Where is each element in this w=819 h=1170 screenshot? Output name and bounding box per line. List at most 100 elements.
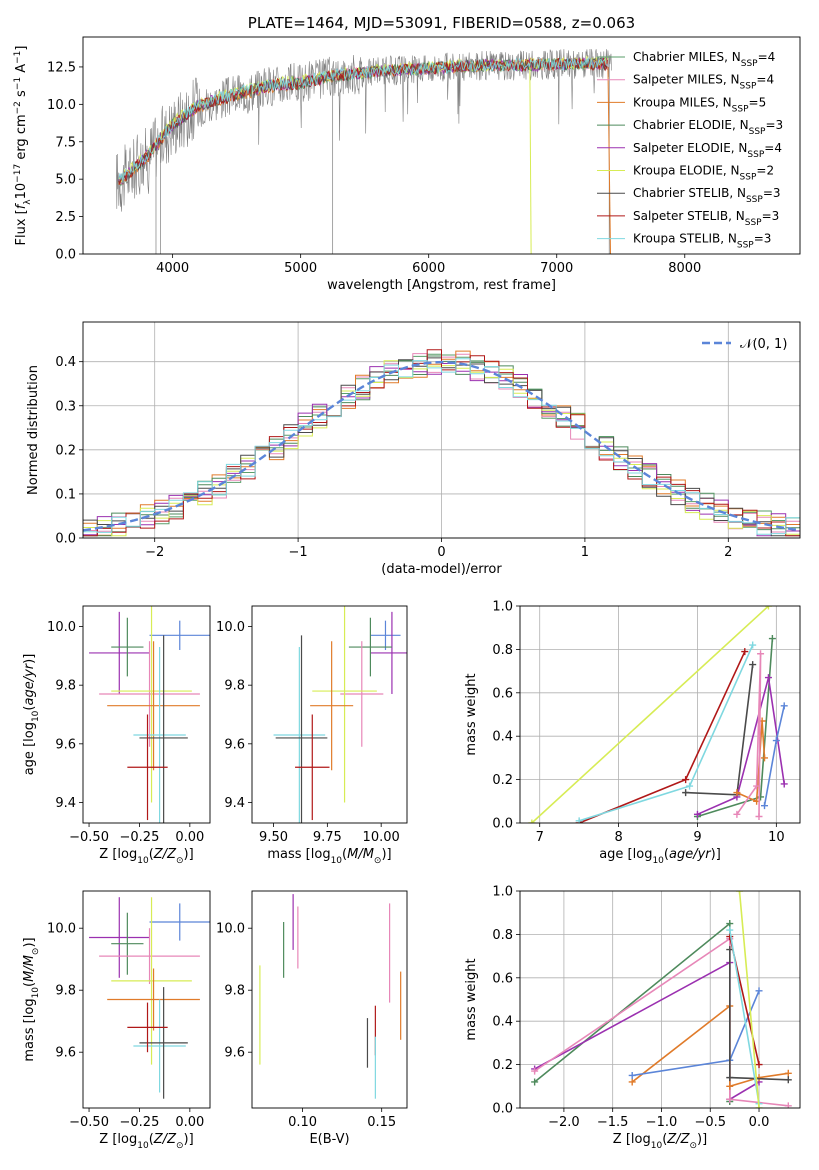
mass-weight-marker bbox=[755, 812, 763, 820]
y-tick-label: 0.2 bbox=[55, 443, 76, 458]
x-tick-label: 2 bbox=[724, 545, 732, 560]
x-tick-label: 5000 bbox=[284, 261, 317, 276]
y-tick-label: 0.6 bbox=[492, 686, 513, 701]
mass-weight-marker bbox=[682, 776, 690, 784]
x-axis-label-part: (data-model)/error bbox=[381, 562, 502, 577]
y-tick-label: 9.6 bbox=[55, 737, 76, 752]
y-tick-label: 0.2 bbox=[492, 773, 513, 788]
y-tick-label: 9.6 bbox=[55, 1046, 76, 1061]
y-axis-label-part: ⊙ bbox=[31, 948, 41, 956]
axes-frame bbox=[82, 36, 801, 255]
legend-label-part: =3 bbox=[765, 118, 783, 132]
x-tick-label: 10.00 bbox=[363, 830, 400, 845]
y-axis-label-part: 10 bbox=[14, 183, 29, 200]
x-axis-label-part: age [ bbox=[599, 847, 632, 862]
y-tick-label: 0.8 bbox=[492, 643, 513, 658]
mass-weight-marker bbox=[755, 1104, 763, 1108]
y-tick-label: 5.0 bbox=[55, 173, 76, 188]
x-tick-label: −0.5 bbox=[694, 1115, 726, 1130]
x-axis-label-part: ⊙ bbox=[176, 856, 184, 866]
mass-weight-marker bbox=[531, 1067, 539, 1075]
mass-weight-line bbox=[729, 929, 760, 1104]
age-vs-metallicity-panel: −0.50 −0.25 0.009.49.69.810.0Z [log10(Z/Z⊙… bbox=[22, 605, 211, 866]
histogram-series bbox=[83, 349, 800, 537]
mass-weight-vs-metallicity-panel: −2.0 −1.5 −1.0 −0.5 0.0 0.0 0.2 0.4 0.6 0.8 1.0 Z [… bbox=[464, 885, 801, 1151]
mass-weight-marker bbox=[628, 1078, 636, 1086]
legend-label: Chabrier MILES, NSSP=4 bbox=[633, 50, 775, 69]
legend-label: Salpeter ELODIE, NSSP=4 bbox=[633, 141, 782, 160]
mass-weight-marker bbox=[726, 926, 734, 934]
x-axis-label: mass [log10(M/M⊙)] bbox=[267, 847, 391, 866]
y-axis-label: mass weight bbox=[464, 673, 479, 755]
y-axis-label: Normed distribution bbox=[26, 365, 41, 495]
x-tick-label: −0.50 bbox=[69, 1115, 109, 1130]
mass-weight-marker bbox=[749, 661, 757, 669]
legend-label: Salpeter MILES, NSSP=4 bbox=[633, 73, 774, 92]
x-axis-label-part: Z/Z bbox=[666, 1132, 690, 1147]
normal-reference-curve bbox=[83, 360, 800, 532]
x-tick-label: 7 bbox=[536, 830, 544, 845]
y-axis-label: mass [log10(M/M⊙)] bbox=[22, 937, 41, 1061]
x-axis-label-part: ( bbox=[664, 847, 669, 862]
mass-weight-marker bbox=[726, 920, 734, 928]
y-tick-label: 0.3 bbox=[55, 399, 76, 414]
y-tick-label: 9.4 bbox=[224, 796, 245, 811]
x-tick-label: −1.0 bbox=[646, 1115, 678, 1130]
residual-histogram-panel: −2 −1 0 1 2 0.0 0.1 0.2 0.3 0.4 𝒩(0, 1) (data-model… bbox=[26, 321, 801, 577]
x-axis-label-part: 10 bbox=[652, 856, 664, 866]
y-tick-label: 0.0 bbox=[55, 248, 76, 263]
model-cutoff-line bbox=[529, 66, 532, 254]
y-tick-label: 10.0 bbox=[47, 620, 76, 635]
mass-weight-marker bbox=[686, 782, 694, 790]
x-axis-label: Z [log10(Z/Z⊙)] bbox=[99, 847, 193, 866]
axes-frame bbox=[82, 321, 801, 539]
x-tick-label: −0.25 bbox=[120, 1115, 160, 1130]
x-tick-label: 4000 bbox=[156, 261, 189, 276]
legend-label: Chabrier STELIB, NSSP=3 bbox=[633, 186, 781, 205]
y-axis-label-part: mass weight bbox=[464, 673, 479, 755]
x-axis-label: E(B-V) bbox=[309, 1132, 349, 1147]
axes-frame bbox=[251, 605, 408, 824]
x-axis-label-part: wavelength [Angstrom, rest frame] bbox=[327, 278, 556, 293]
y-tick-label: 0.1 bbox=[55, 487, 76, 502]
y-axis-label: mass weight bbox=[464, 958, 479, 1040]
y-tick-label: 9.8 bbox=[224, 679, 245, 694]
legend-label-part: =5 bbox=[749, 95, 767, 109]
mass-weight-marker bbox=[768, 635, 776, 643]
y-axis-label-part: −2 bbox=[13, 101, 23, 114]
y-tick-label: 9.6 bbox=[224, 737, 245, 752]
x-axis-label-part: ( bbox=[149, 1132, 154, 1147]
mass-weight-marker bbox=[755, 1061, 763, 1069]
y-tick-label: 0.0 bbox=[55, 532, 76, 547]
mass-weight-marker bbox=[736, 891, 744, 895]
x-tick-label: 0 bbox=[437, 545, 445, 560]
mass-weight-marker bbox=[628, 1071, 636, 1079]
legend-label-part: SSP bbox=[747, 150, 764, 160]
mass-weight-marker bbox=[726, 1074, 734, 1082]
x-axis-label-part: )] bbox=[381, 847, 391, 862]
y-axis-label-part: −17 bbox=[13, 164, 23, 183]
x-axis-label-part: log bbox=[117, 847, 137, 862]
mass-weight-marker bbox=[780, 702, 788, 710]
x-axis-label-part: Z [ bbox=[99, 1132, 117, 1147]
legend-label-part: SSP bbox=[746, 195, 763, 205]
legend-label-part: Chabrier ELODIE, N bbox=[633, 118, 749, 132]
y-axis-label-part: A bbox=[14, 64, 29, 77]
y-tick-label: 0.0 bbox=[492, 817, 513, 832]
x-axis-label-part: Z/Z bbox=[153, 847, 177, 862]
mass-weight-marker bbox=[531, 1078, 539, 1086]
x-axis-label-part: )] bbox=[711, 847, 721, 862]
axes-frame bbox=[82, 890, 211, 1109]
legend-label: Kroupa ELODIE, NSSP=2 bbox=[633, 164, 774, 183]
mass-weight-marker bbox=[528, 819, 536, 823]
x-axis-label: Z [log10(Z/Z⊙)] bbox=[99, 1132, 193, 1151]
plot-area bbox=[89, 606, 210, 823]
x-axis-label-part: ⊙ bbox=[176, 1141, 184, 1151]
y-tick-label: 9.8 bbox=[55, 984, 76, 999]
histogram-series bbox=[83, 358, 800, 535]
x-tick-label: −1.5 bbox=[597, 1115, 629, 1130]
y-axis-label-part: )] bbox=[22, 654, 37, 664]
legend-label-part: SSP bbox=[745, 218, 762, 228]
y-axis-label-part: age [ bbox=[22, 742, 37, 775]
